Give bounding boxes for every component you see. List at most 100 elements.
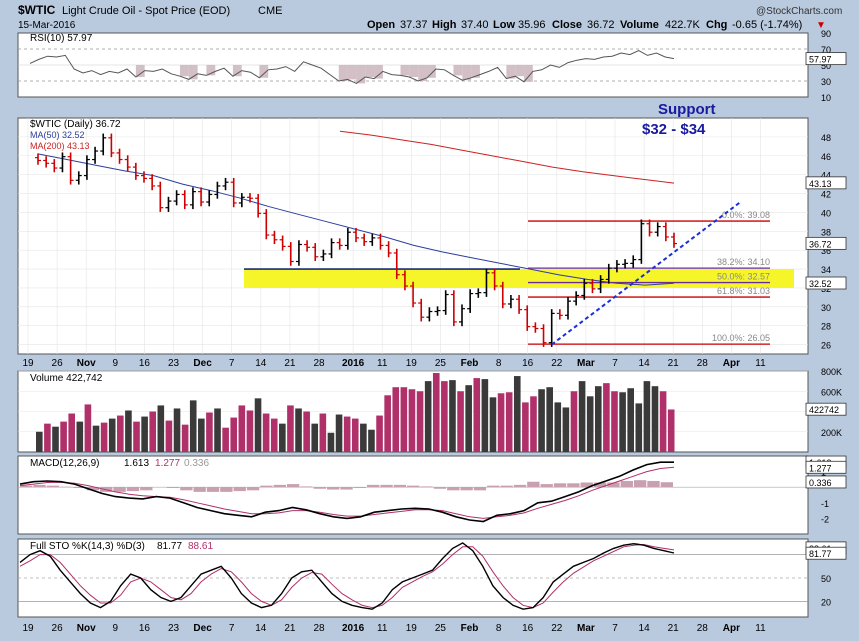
macd-hist-14 bbox=[206, 487, 220, 492]
macd-hist-13 bbox=[193, 487, 206, 492]
header-low: 35.96 bbox=[518, 19, 546, 31]
x-tick-top-16: 8 bbox=[496, 358, 502, 369]
header-chg-arrow: ▼ bbox=[816, 20, 826, 31]
price-tag-2: 32.52 bbox=[809, 279, 832, 289]
x-tick-top-8: 14 bbox=[255, 358, 267, 369]
macd-hist-28 bbox=[393, 484, 407, 488]
volume-bar-64 bbox=[554, 402, 562, 452]
volume-bar-55 bbox=[481, 379, 489, 452]
volume-bar-40 bbox=[360, 423, 367, 452]
macd-hist-45 bbox=[620, 480, 633, 488]
price-ytick-9: 30 bbox=[821, 303, 831, 313]
volume-bar-76 bbox=[651, 386, 659, 452]
volume-bar-34 bbox=[311, 423, 319, 452]
volume-bar-47 bbox=[416, 391, 424, 452]
macd-hist-25 bbox=[353, 487, 367, 488]
volume-bar-30 bbox=[279, 423, 286, 452]
x-tick-top-19: Mar bbox=[577, 358, 595, 369]
volume-bar-78 bbox=[667, 409, 675, 452]
x-tick-top-6: Dec bbox=[193, 358, 212, 369]
volume-bar-12 bbox=[133, 421, 140, 452]
rsi-shade-26 bbox=[259, 65, 269, 78]
price-ytick-4: 40 bbox=[821, 208, 831, 218]
x-tick-bottom-18: 22 bbox=[551, 623, 563, 634]
ma50-label: MA(50) 32.52 bbox=[30, 130, 85, 140]
macd-hist-2 bbox=[46, 485, 60, 488]
header-close-label: Close bbox=[552, 19, 582, 31]
sto-value-d: 88.61 bbox=[188, 541, 213, 552]
x-tick-bottom-20: 7 bbox=[612, 623, 618, 634]
macd-hist-20 bbox=[286, 484, 300, 488]
sto-ytick-2: 20 bbox=[821, 597, 831, 607]
fib-label-1: 38.2%: 34.10 bbox=[717, 257, 770, 267]
x-tick-bottom-10: 28 bbox=[313, 623, 325, 634]
x-tick-top-3: 9 bbox=[113, 358, 119, 369]
macd-hist-30 bbox=[420, 486, 433, 488]
price-ytick-10: 28 bbox=[821, 322, 831, 332]
macd-hist-0 bbox=[20, 485, 33, 488]
fib-label-0: 0.0%: 39.08 bbox=[722, 210, 770, 220]
volume-bar-37 bbox=[335, 414, 343, 452]
volume-bar-23 bbox=[222, 427, 229, 452]
volume-bar-73 bbox=[627, 388, 634, 452]
macd-hist-19 bbox=[273, 484, 286, 488]
x-tick-top-10: 28 bbox=[313, 358, 325, 369]
price-ytick-7: 34 bbox=[821, 265, 831, 275]
header-open-label: Open bbox=[367, 19, 395, 31]
volume-bar-19 bbox=[189, 400, 197, 452]
volume-bar-59 bbox=[513, 376, 521, 452]
macd-label: MACD(12,26,9) bbox=[30, 458, 99, 469]
rsi-line bbox=[29, 50, 675, 84]
x-tick-bottom-19: Mar bbox=[577, 623, 595, 634]
macd-hist-38 bbox=[527, 481, 540, 488]
x-tick-bottom-22: 21 bbox=[668, 623, 680, 634]
macd-hist-37 bbox=[513, 484, 527, 488]
volume-bar-6 bbox=[84, 404, 92, 452]
macd-hist-35 bbox=[487, 485, 500, 488]
volume-bar-28 bbox=[262, 413, 270, 452]
volume-bar-25 bbox=[238, 405, 246, 452]
rsi-shade-36 bbox=[347, 65, 357, 80]
volume-bar-0 bbox=[36, 431, 43, 452]
macd-hist-9 bbox=[140, 487, 153, 491]
macd-signal-line bbox=[19, 466, 675, 519]
price-panel bbox=[17, 117, 809, 355]
macd-hist-18 bbox=[260, 485, 273, 488]
volume-bar-5 bbox=[76, 421, 84, 452]
volume-bar-61 bbox=[530, 396, 537, 452]
macd-hist-33 bbox=[460, 487, 473, 491]
fib-label-4: 100.0%: 26.05 bbox=[712, 333, 770, 343]
volume-bar-33 bbox=[303, 411, 310, 452]
volume-bar-58 bbox=[505, 392, 513, 452]
x-tick-top-4: 16 bbox=[139, 358, 151, 369]
macd-tag-2: 0.336 bbox=[809, 478, 832, 488]
x-tick-top-23: 28 bbox=[697, 358, 709, 369]
price-tag-1-box bbox=[805, 236, 847, 250]
macd-hist-41 bbox=[567, 483, 580, 488]
x-tick-bottom-6: Dec bbox=[193, 623, 212, 634]
volume-bar-29 bbox=[270, 418, 278, 452]
macd-tag-1: 1.277 bbox=[809, 463, 832, 473]
volume-bar-38 bbox=[343, 416, 351, 452]
volume-bar-74 bbox=[635, 403, 643, 452]
x-tick-bottom-25: 11 bbox=[755, 623, 766, 634]
volume-bar-21 bbox=[206, 412, 213, 452]
x-tick-top-9: 21 bbox=[284, 358, 296, 369]
volume-bar-35 bbox=[319, 413, 327, 452]
sto-tag-1-box bbox=[805, 546, 847, 560]
volume-bar-51 bbox=[449, 380, 456, 452]
rsi-shade-12 bbox=[135, 65, 145, 77]
header-exchange: CME bbox=[258, 5, 282, 17]
macd-hist-48 bbox=[660, 482, 673, 488]
volume-bar-24 bbox=[230, 417, 238, 452]
macd-hist-29 bbox=[407, 485, 420, 488]
price-tag-0-box bbox=[805, 176, 847, 190]
volume-bar-1 bbox=[44, 423, 51, 452]
x-tick-bottom-8: 14 bbox=[255, 623, 267, 634]
x-tick-bottom-13: 19 bbox=[406, 623, 418, 634]
macd-tag-1-box bbox=[805, 460, 847, 474]
volume-bar-16 bbox=[165, 420, 173, 452]
x-tick-top-25: 11 bbox=[755, 358, 766, 369]
header-high-label: High bbox=[432, 19, 457, 31]
volume-bar-17 bbox=[173, 408, 181, 452]
